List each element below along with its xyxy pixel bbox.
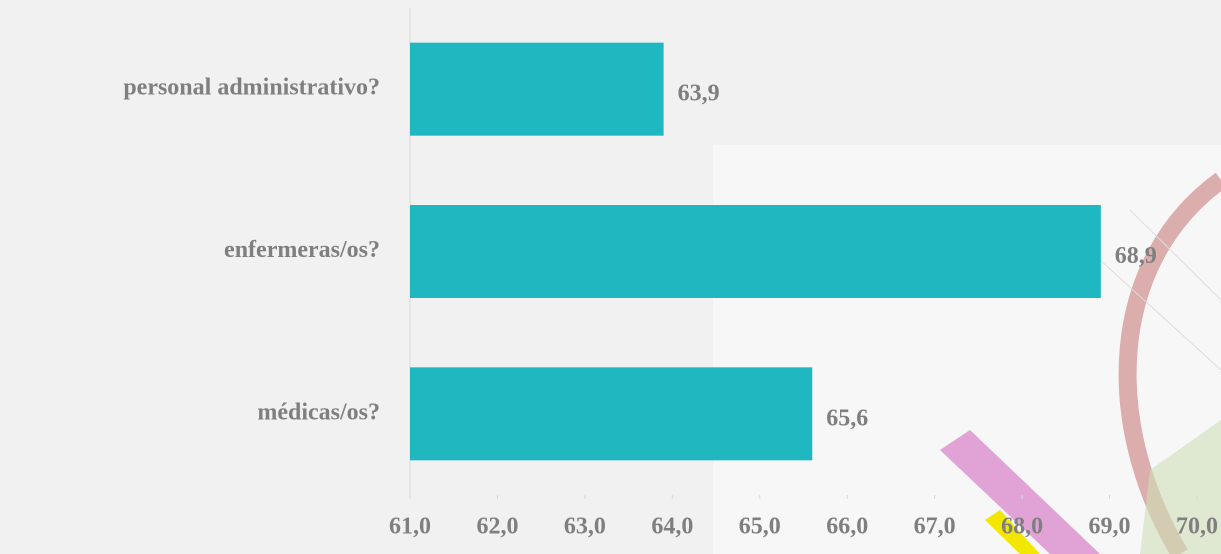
decoration — [1140, 420, 1221, 554]
x-tick-label: 68,0 — [1001, 514, 1043, 540]
data-label: 68,9 — [1115, 243, 1157, 269]
decoration — [940, 430, 1100, 554]
x-tick-label: 64,0 — [651, 514, 693, 540]
data-label: 63,9 — [678, 81, 720, 107]
x-tick-label: 69,0 — [1089, 514, 1131, 540]
x-tick-label: 70,0 — [1176, 514, 1218, 540]
y-tick-label: personal administrativo? — [123, 75, 380, 101]
bar — [410, 205, 1101, 298]
x-tick-label: 63,0 — [564, 514, 606, 540]
x-tick-label: 62,0 — [476, 514, 518, 540]
x-tick-label: 67,0 — [914, 514, 956, 540]
x-tick-label: 66,0 — [826, 514, 868, 540]
x-tick-label: 65,0 — [739, 514, 781, 540]
bar — [410, 42, 664, 136]
decoration — [985, 510, 1040, 554]
y-tick-label: enfermeras/os? — [224, 237, 380, 263]
y-tick-label: médicas/os? — [257, 399, 380, 425]
bar — [410, 367, 813, 461]
decoration — [1099, 209, 1221, 371]
data-label: 65,6 — [826, 405, 868, 431]
x-tick-label: 61,0 — [389, 514, 431, 540]
